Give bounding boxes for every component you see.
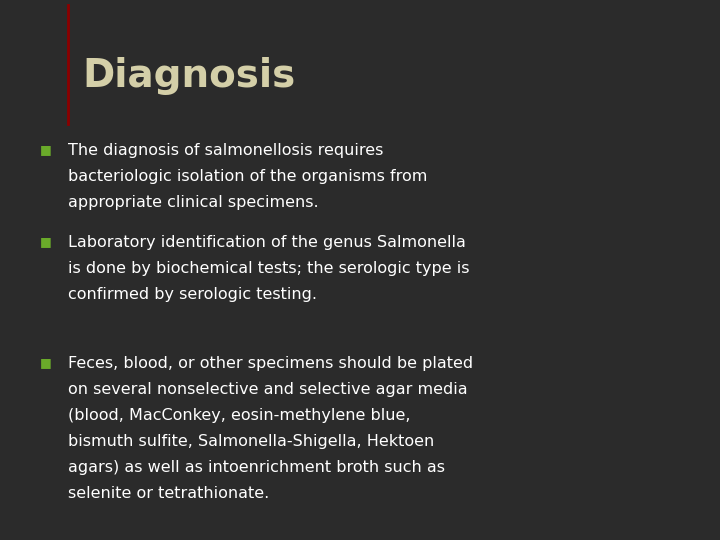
Text: appropriate clinical specimens.: appropriate clinical specimens. bbox=[68, 195, 319, 210]
Text: confirmed by serologic testing.: confirmed by serologic testing. bbox=[68, 287, 318, 302]
Text: bacteriologic isolation of the organisms from: bacteriologic isolation of the organisms… bbox=[68, 169, 428, 184]
Text: ■: ■ bbox=[40, 235, 51, 248]
Text: selenite or tetrathionate.: selenite or tetrathionate. bbox=[68, 486, 270, 501]
Text: on several nonselective and selective agar media: on several nonselective and selective ag… bbox=[68, 382, 468, 397]
Text: bismuth sulfite, Salmonella-Shigella, Hektoen: bismuth sulfite, Salmonella-Shigella, He… bbox=[68, 434, 435, 449]
Text: is done by biochemical tests; the serologic type is: is done by biochemical tests; the serolo… bbox=[68, 261, 470, 276]
Text: agars) as well as intoenrichment broth such as: agars) as well as intoenrichment broth s… bbox=[68, 460, 446, 475]
Text: (blood, MacConkey, eosin-methylene blue,: (blood, MacConkey, eosin-methylene blue, bbox=[68, 408, 411, 423]
Text: Diagnosis: Diagnosis bbox=[83, 57, 296, 94]
Text: Feces, blood, or other specimens should be plated: Feces, blood, or other specimens should … bbox=[68, 356, 474, 372]
Text: Laboratory identification of the genus Salmonella: Laboratory identification of the genus S… bbox=[68, 235, 467, 250]
Text: ■: ■ bbox=[40, 143, 51, 156]
Text: The diagnosis of salmonellosis requires: The diagnosis of salmonellosis requires bbox=[68, 143, 384, 158]
Text: ■: ■ bbox=[40, 356, 51, 369]
